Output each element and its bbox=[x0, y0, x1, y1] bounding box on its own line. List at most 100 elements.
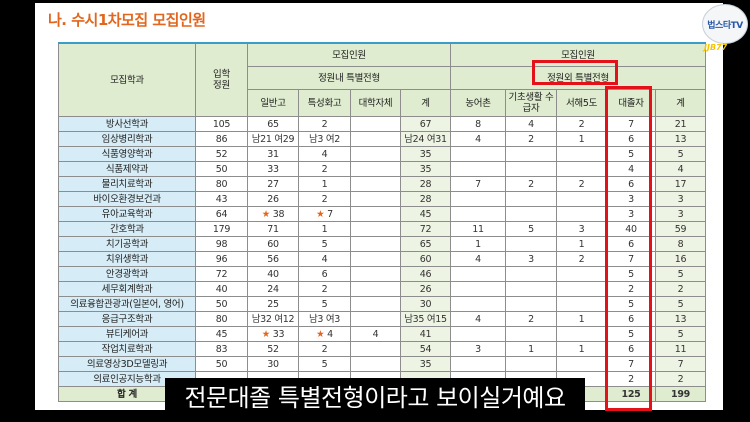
value-cell bbox=[556, 206, 607, 222]
value-cell: 2 bbox=[298, 191, 351, 207]
header-dept: 모집학과 bbox=[58, 42, 196, 117]
dept-name-cell: 의료영상3D모델링과 bbox=[58, 356, 196, 372]
value-cell: 4 bbox=[298, 251, 351, 267]
value-cell bbox=[450, 191, 506, 207]
value-cell bbox=[350, 296, 401, 312]
header-col: 기초생활 수급자 bbox=[505, 89, 557, 117]
value-cell: 40 bbox=[195, 281, 248, 297]
value-cell: 4 bbox=[450, 311, 506, 327]
dept-name-cell: 방사선학과 bbox=[58, 116, 196, 132]
value-cell: 50 bbox=[195, 161, 248, 177]
table-row: 의료영상3D모델링과 50 30 5 35 7 7 bbox=[58, 356, 706, 372]
value-cell bbox=[350, 206, 401, 222]
value-cell bbox=[556, 356, 607, 372]
value-cell bbox=[505, 356, 557, 372]
value-cell: 28 bbox=[400, 176, 451, 192]
value-cell: 1 bbox=[505, 341, 557, 357]
value-cell: 3 bbox=[505, 251, 557, 267]
header-inside: 정원내 특별전형 bbox=[247, 66, 451, 90]
header-col: 계 bbox=[655, 89, 706, 117]
value-cell bbox=[556, 266, 607, 282]
dept-name-cell: 작업치료학과 bbox=[58, 341, 196, 357]
dept-name-cell: 바이오환경보건과 bbox=[58, 191, 196, 207]
value-cell: 105 bbox=[195, 116, 248, 132]
value-cell: 52 bbox=[247, 341, 299, 357]
dept-name-cell: 세무회계학과 bbox=[58, 281, 196, 297]
value-cell bbox=[350, 221, 401, 237]
header-col: 농어촌 bbox=[450, 89, 506, 117]
value-cell: 28 bbox=[400, 191, 451, 207]
value-cell: 5 bbox=[655, 326, 706, 342]
value-cell: 1 bbox=[556, 311, 607, 327]
value-cell bbox=[350, 311, 401, 327]
value-cell: 3 bbox=[655, 191, 706, 207]
value-cell bbox=[350, 356, 401, 372]
value-cell: 86 bbox=[195, 131, 248, 147]
value-cell: 13 bbox=[655, 311, 706, 327]
dept-name-cell: 안경광학과 bbox=[58, 266, 196, 282]
value-cell: 56 bbox=[247, 251, 299, 267]
table-row: 유아교육학과 64 ★ 38 ★ 7 45 3 3 bbox=[58, 206, 706, 222]
value-cell: 2 bbox=[505, 176, 557, 192]
value-cell: 54 bbox=[400, 341, 451, 357]
star-icon: ★ bbox=[316, 208, 328, 220]
value-cell: 72 bbox=[400, 221, 451, 237]
value-cell: ★ 7 bbox=[298, 206, 351, 222]
value-cell: 179 bbox=[195, 221, 248, 237]
value-cell: 199 bbox=[655, 386, 706, 402]
dept-name-cell: 식품영양학과 bbox=[58, 146, 196, 162]
value-cell bbox=[505, 236, 557, 252]
dept-name-cell: 합 계 bbox=[58, 386, 196, 402]
value-cell: 2 bbox=[556, 251, 607, 267]
cell-value: 33 bbox=[272, 328, 285, 340]
value-cell: 31 bbox=[247, 146, 299, 162]
value-cell: 27 bbox=[247, 176, 299, 192]
value-cell: 16 bbox=[655, 251, 706, 267]
table-row: 의료융합관광과(일본어, 영어) 50 25 5 30 5 5 bbox=[58, 296, 706, 312]
value-cell: 3 bbox=[655, 206, 706, 222]
value-cell bbox=[450, 161, 506, 177]
dept-name-cell: 간호학과 bbox=[58, 221, 196, 237]
dept-name-cell: 의료융합관광과(일본어, 영어) bbox=[58, 296, 196, 312]
value-cell bbox=[450, 206, 506, 222]
value-cell: 5 bbox=[655, 296, 706, 312]
value-cell: 4 bbox=[655, 161, 706, 177]
value-cell: 35 bbox=[400, 146, 451, 162]
value-cell: 21 bbox=[655, 116, 706, 132]
header-col: 서해5도 bbox=[556, 89, 607, 117]
value-cell: 남32 여12 bbox=[247, 311, 299, 327]
value-cell: 64 bbox=[195, 206, 248, 222]
dept-name-cell: 응급구조학과 bbox=[58, 311, 196, 327]
value-cell: 5 bbox=[298, 236, 351, 252]
value-cell: 남21 여29 bbox=[247, 131, 299, 147]
cell-value: 4 bbox=[327, 328, 333, 340]
value-cell: 2 bbox=[298, 341, 351, 357]
channel-logo: 법스타TV bbox=[702, 4, 748, 44]
value-cell bbox=[450, 146, 506, 162]
value-cell bbox=[350, 236, 401, 252]
dept-name-cell: 유아교육학과 bbox=[58, 206, 196, 222]
value-cell: 52 bbox=[195, 146, 248, 162]
recruitment-table: 모집학과 입학 정원 모집인원 모집인원 정원내 특별전형 정원외 특별전형 일… bbox=[58, 42, 706, 402]
value-cell: 2 bbox=[655, 281, 706, 297]
table-row: 작업치료학과 83 52 2 54 3 1 1 6 11 bbox=[58, 341, 706, 357]
cell-value: 7 bbox=[327, 208, 333, 220]
value-cell: 7 bbox=[450, 176, 506, 192]
table-row: 응급구조학과 80 남32 여12 남3 여3 남35 여15 4 2 1 6 13 bbox=[58, 311, 706, 327]
value-cell bbox=[505, 296, 557, 312]
value-cell bbox=[450, 326, 506, 342]
value-cell: 3 bbox=[450, 341, 506, 357]
cell-value: 38 bbox=[272, 208, 285, 220]
value-cell bbox=[350, 116, 401, 132]
value-cell: 33 bbox=[247, 161, 299, 177]
value-cell: 1 bbox=[298, 176, 351, 192]
value-cell: 5 bbox=[655, 266, 706, 282]
value-cell: 11 bbox=[655, 341, 706, 357]
header-col: 일반고 bbox=[247, 89, 299, 117]
value-cell: 25 bbox=[247, 296, 299, 312]
value-cell: 남3 여3 bbox=[298, 311, 351, 327]
value-cell: 2 bbox=[505, 131, 557, 147]
value-cell: 5 bbox=[298, 356, 351, 372]
value-cell bbox=[556, 161, 607, 177]
value-cell: 5 bbox=[298, 296, 351, 312]
